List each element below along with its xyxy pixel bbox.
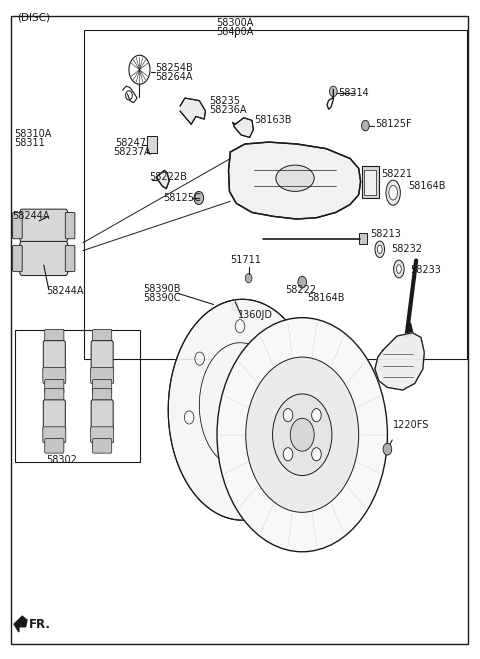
FancyBboxPatch shape [93,330,112,344]
Text: 58311: 58311 [14,138,45,148]
FancyBboxPatch shape [65,245,75,272]
Ellipse shape [396,265,401,273]
Text: 51711: 51711 [230,256,261,266]
FancyBboxPatch shape [91,427,114,443]
Polygon shape [180,98,205,125]
Circle shape [245,273,252,283]
Bar [359,233,367,244]
Polygon shape [199,343,281,468]
Circle shape [283,447,293,461]
Text: 58163B: 58163B [254,115,292,125]
Circle shape [298,276,307,288]
Text: 1360JD: 1360JD [238,310,273,320]
Polygon shape [408,323,413,335]
Bar [84,30,468,359]
Bar [147,136,157,154]
FancyBboxPatch shape [93,439,112,453]
Text: 58400A: 58400A [216,27,254,38]
FancyBboxPatch shape [45,439,64,453]
Polygon shape [228,142,360,219]
Text: 58221: 58221 [382,169,413,179]
Ellipse shape [377,245,382,254]
Polygon shape [233,118,253,138]
Bar [362,167,379,198]
Ellipse shape [276,165,314,191]
FancyBboxPatch shape [12,212,22,239]
FancyBboxPatch shape [45,389,64,403]
Text: 58125C: 58125C [163,193,201,203]
Text: 58236A: 58236A [209,105,246,115]
Text: 58247: 58247 [116,138,146,148]
Text: 58264A: 58264A [155,72,192,82]
FancyBboxPatch shape [43,400,65,432]
Circle shape [290,418,314,451]
Circle shape [312,447,321,461]
FancyBboxPatch shape [12,245,22,272]
FancyBboxPatch shape [20,209,68,242]
Text: 58302: 58302 [47,455,77,465]
Circle shape [273,394,332,476]
Text: FR.: FR. [28,617,50,631]
Ellipse shape [375,241,384,258]
Text: 58213: 58213 [370,229,401,239]
Ellipse shape [386,180,400,205]
Text: 58222B: 58222B [149,172,187,182]
Text: 58222: 58222 [286,285,317,295]
FancyBboxPatch shape [91,400,113,432]
Polygon shape [157,171,169,188]
FancyBboxPatch shape [93,389,112,403]
Circle shape [283,409,293,422]
Text: 58237A: 58237A [114,147,151,157]
Polygon shape [14,616,27,632]
FancyBboxPatch shape [45,380,64,394]
Text: 58233: 58233 [410,266,441,275]
FancyBboxPatch shape [93,380,112,394]
Circle shape [329,86,337,97]
FancyBboxPatch shape [91,368,114,384]
Text: 58314: 58314 [338,88,369,98]
Text: 58254B: 58254B [155,63,192,72]
Text: (DISC): (DISC) [17,12,50,22]
Text: 58164B: 58164B [307,293,345,303]
Text: 58390C: 58390C [144,293,181,303]
Polygon shape [375,333,424,390]
FancyBboxPatch shape [45,330,64,344]
Circle shape [217,318,387,552]
Polygon shape [168,299,314,520]
Text: 58232: 58232 [391,244,422,254]
Ellipse shape [389,185,397,200]
Text: 58411B: 58411B [287,352,324,362]
Text: 58390B: 58390B [144,284,181,294]
Circle shape [232,302,239,311]
Text: 58244A: 58244A [46,287,84,297]
Circle shape [194,191,204,204]
Text: 58125F: 58125F [375,119,411,129]
Text: 58164B: 58164B [408,181,446,191]
Text: 58300A: 58300A [216,18,254,28]
FancyBboxPatch shape [91,341,113,372]
FancyBboxPatch shape [20,241,68,275]
Text: 58244A: 58244A [12,212,50,221]
FancyBboxPatch shape [43,341,65,372]
FancyBboxPatch shape [43,427,66,443]
Bar [364,170,376,194]
Circle shape [312,409,321,422]
Text: 1220FS: 1220FS [393,420,430,430]
Text: 58235: 58235 [209,96,240,105]
Text: 58310A: 58310A [14,129,51,138]
Circle shape [246,357,359,512]
FancyBboxPatch shape [43,368,66,384]
Bar [15,330,141,463]
Ellipse shape [394,260,404,278]
Circle shape [361,121,369,131]
Circle shape [383,444,392,455]
FancyBboxPatch shape [65,212,75,239]
